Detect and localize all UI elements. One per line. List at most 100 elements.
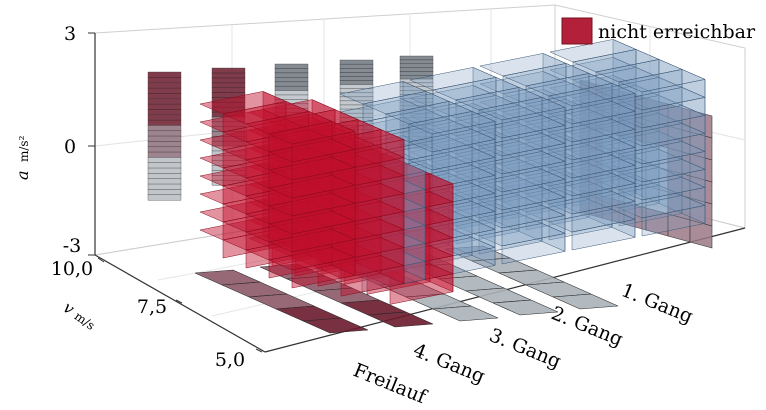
- floor-cell: [302, 317, 369, 334]
- wall-stripe: [147, 167, 182, 174]
- wall-stripe: [147, 194, 182, 201]
- voxel: [245, 237, 333, 279]
- voxel: [317, 201, 405, 243]
- voxel: [339, 81, 427, 123]
- wall-stripe: [274, 72, 309, 78]
- wall-stripe: [339, 68, 374, 73]
- wall-stripe: [274, 85, 309, 91]
- voxel: [366, 245, 454, 287]
- wall-stripe: [147, 183, 182, 190]
- wall-stripe: [399, 63, 434, 68]
- floor-grid-1: [157, 195, 609, 281]
- voxel: [245, 201, 333, 243]
- wall-stripe: [147, 125, 182, 132]
- wall-stripe: [211, 72, 246, 79]
- voxel: [432, 77, 520, 119]
- wall-stripe: [147, 178, 182, 185]
- voxel: [408, 237, 496, 279]
- voxel: [366, 227, 454, 269]
- wall-stripe: [274, 77, 309, 83]
- voxel: [479, 53, 567, 95]
- voxel: [338, 179, 426, 221]
- wall-stripe: [147, 71, 182, 78]
- voxel: [268, 139, 356, 181]
- voxel: [199, 91, 287, 133]
- x-tick-gang1: 1. Gang: [618, 279, 696, 328]
- voxel: [245, 183, 333, 225]
- z-axis-unit: m/s²: [17, 135, 31, 162]
- voxel: [478, 169, 566, 211]
- voxel: [548, 173, 636, 215]
- wall-stripe: [147, 103, 182, 110]
- voxel: [317, 147, 405, 189]
- wall-stripe: [211, 179, 246, 186]
- y-tick-mark-top: [97, 257, 105, 263]
- voxel: [294, 209, 382, 251]
- voxel: [268, 157, 356, 199]
- wall-stripe: [147, 130, 182, 137]
- voxel: [294, 119, 382, 161]
- wall-stripe: [147, 151, 182, 158]
- floor-cell: [432, 305, 499, 322]
- wall-stripe: [274, 81, 309, 87]
- x-tick-label-gang2: 2. Gang: [548, 302, 626, 351]
- wall-stripe: [274, 63, 309, 69]
- voxel: [271, 127, 359, 169]
- wall-stripe: [147, 82, 182, 89]
- wall-stripe: [211, 87, 246, 93]
- wall-stripe: [147, 119, 182, 126]
- y-tick-mark-mid: [175, 299, 183, 304]
- voxel: [502, 63, 590, 105]
- legend-swatch-unreachable: [561, 17, 593, 45]
- y-tick-label-7-5: 7,5: [137, 296, 167, 318]
- wall-stripe: [147, 173, 182, 180]
- voxel: [478, 187, 566, 229]
- voxel: [317, 129, 405, 171]
- wall-stripe: [399, 55, 434, 61]
- voxel: [478, 97, 566, 139]
- voxel: [317, 183, 405, 225]
- voxel: [366, 209, 454, 251]
- x-tick-label-freilauf: Freilauf: [350, 359, 431, 409]
- y-tick-mark-bottom: [255, 348, 263, 353]
- x-tick-label-gang1: 1. Gang: [618, 279, 696, 328]
- wall-stripe: [399, 67, 434, 72]
- voxel-cloud: [199, 39, 706, 305]
- wall-stripe: [147, 146, 182, 153]
- voxel: [478, 133, 566, 175]
- wall-stripe: [339, 80, 374, 85]
- wall-stripe: [274, 90, 309, 96]
- wall-stripe: [274, 68, 309, 74]
- wall-stripe: [211, 82, 246, 88]
- voxel: [366, 191, 454, 233]
- voxel: [268, 211, 356, 253]
- wall-projections: [147, 55, 434, 201]
- voxel: [478, 223, 566, 265]
- x-tick-gang4: 4. Gang: [410, 339, 488, 388]
- voxel: [294, 173, 382, 215]
- x-tick-gang3: 3. Gang: [486, 324, 564, 373]
- z-axis-label: a: [13, 170, 32, 180]
- voxel: [294, 137, 382, 179]
- x-tick-label-gang4: 4. Gang: [410, 339, 488, 388]
- voxel: [339, 99, 427, 141]
- voxel: [343, 235, 431, 277]
- voxel: [618, 87, 706, 129]
- y-axis-unit: m/s: [72, 309, 98, 333]
- wall-stripe: [147, 87, 182, 94]
- voxel: [548, 83, 636, 125]
- floor-cell: [552, 293, 619, 310]
- voxel: [618, 195, 706, 237]
- wall-stripe: [147, 135, 182, 142]
- voxel: [245, 129, 333, 171]
- voxel: [618, 159, 706, 201]
- voxel: [455, 87, 543, 129]
- wall-stripe: [147, 157, 182, 164]
- voxel: [222, 227, 310, 269]
- voxel: [268, 229, 356, 271]
- voxel: [408, 147, 496, 189]
- voxel: [222, 137, 310, 179]
- voxel: [366, 263, 454, 305]
- wall-stripe: [399, 71, 434, 76]
